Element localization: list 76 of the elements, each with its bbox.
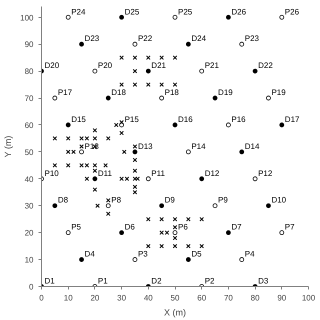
- annotation: D12: [204, 168, 220, 178]
- annotation: D8: [58, 196, 69, 205]
- y-tick-label: 0: [29, 282, 34, 292]
- annotation: P14: [191, 142, 206, 151]
- annotation: P10: [44, 168, 60, 178]
- annotation: D20: [44, 61, 60, 70]
- annotation: P4: [244, 250, 256, 259]
- annotation: D19: [218, 88, 234, 98]
- annotation: D7: [231, 222, 242, 232]
- annotation: D22: [258, 61, 274, 70]
- annotation: D16: [178, 114, 194, 124]
- x-tick-label: 10: [64, 294, 74, 302]
- y-tick-label: 90: [24, 40, 34, 50]
- annotation: D4: [84, 250, 96, 259]
- x-tick-label: 60: [197, 294, 207, 302]
- y-axis-title: Y (m): [3, 136, 14, 158]
- annotation: D18: [111, 88, 126, 98]
- annotation: P23: [244, 34, 260, 44]
- y-tick-label: 60: [24, 120, 34, 130]
- x-tick-label: 30: [117, 294, 127, 302]
- annotation: P22: [138, 34, 153, 44]
- annotation: P9: [218, 196, 228, 205]
- annotation: D13: [138, 142, 154, 151]
- y-tick-label: 30: [24, 202, 34, 211]
- annotation: P17: [58, 88, 73, 98]
- annotation: P8: [111, 196, 122, 205]
- annotation: P15: [124, 114, 140, 124]
- annotation: P13: [84, 142, 100, 151]
- annotation: P25: [178, 7, 193, 16]
- x-tick-label: 70: [224, 294, 234, 302]
- y-tick-label: 100: [20, 13, 34, 22]
- annotation: P21: [204, 61, 220, 70]
- annotation: P24: [71, 7, 86, 16]
- annotation: P26: [284, 7, 300, 16]
- annotation: D15: [71, 114, 86, 124]
- y-tick-label: 70: [24, 94, 34, 104]
- y-tick-label: 50: [24, 148, 34, 157]
- annotation: D1: [44, 276, 56, 286]
- annotation: D5: [191, 250, 202, 259]
- annotation: P1: [98, 276, 108, 286]
- annotation: D14: [244, 142, 260, 151]
- x-tick-label: 90: [277, 294, 287, 302]
- x-tick-label: 20: [90, 294, 100, 302]
- annotation: D10: [271, 196, 287, 205]
- x-tick-label: 40: [144, 294, 154, 302]
- annotation: D9: [164, 196, 176, 205]
- x-tick-label: 50: [170, 294, 180, 302]
- annotation: P20: [98, 61, 113, 70]
- annotation: D11: [98, 168, 113, 178]
- x-axis-title: X (m): [164, 308, 186, 318]
- annotation: P3: [138, 250, 148, 259]
- annotation: P11: [151, 168, 166, 178]
- annotation: P19: [271, 88, 286, 98]
- annotation: D26: [231, 7, 247, 16]
- x-tick-label: 80: [250, 294, 260, 302]
- annotation: D2: [151, 276, 162, 286]
- x-tick-label: 0: [39, 294, 44, 302]
- y-tick-label: 20: [24, 228, 34, 238]
- annotation: P7: [284, 222, 296, 232]
- y-tick-label: 40: [24, 174, 34, 184]
- annotation: P18: [164, 88, 180, 98]
- annotation: D6: [124, 222, 136, 232]
- annotation: P6: [178, 222, 188, 232]
- annotation: P2: [204, 276, 216, 286]
- y-tick-label: 10: [24, 256, 34, 265]
- annotation: P5: [71, 222, 82, 232]
- annotation: D21: [151, 61, 167, 70]
- annotation: P12: [258, 168, 273, 178]
- annotation: D25: [124, 7, 140, 16]
- annotation: D3: [258, 276, 269, 286]
- y-tick-label: 80: [24, 67, 34, 76]
- annotation: D23: [84, 34, 100, 44]
- annotation: P16: [231, 114, 246, 124]
- annotation: D24: [191, 34, 207, 44]
- annotation: D17: [284, 114, 300, 124]
- x-tick-label: 100: [302, 294, 316, 302]
